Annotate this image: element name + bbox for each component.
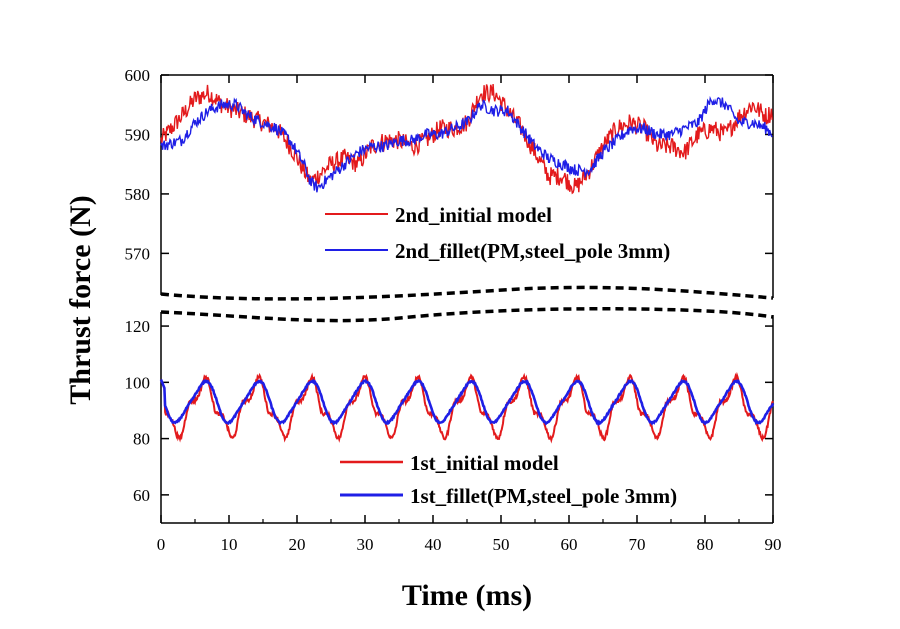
lower-series-group bbox=[159, 371, 775, 444]
x-tick-label: 90 bbox=[765, 535, 782, 554]
axis-break-upper bbox=[160, 285, 774, 301]
y-tick-label: 580 bbox=[125, 185, 151, 204]
y-tick-label: 100 bbox=[125, 373, 151, 392]
y-tick-label: 120 bbox=[125, 317, 151, 336]
x-tick-label: 80 bbox=[697, 535, 714, 554]
legend-label-1st-initial: 1st_initial model bbox=[410, 451, 559, 475]
legend-lower: 1st_initial model 1st_fillet(PM,steel_po… bbox=[340, 451, 677, 508]
legend-label-2nd-fillet: 2nd_fillet(PM,steel_pole 3mm) bbox=[395, 239, 670, 263]
x-tick-label: 50 bbox=[493, 535, 510, 554]
x-tick-label: 30 bbox=[357, 535, 374, 554]
y-tick-label: 590 bbox=[125, 125, 151, 144]
x-tick-label: 40 bbox=[425, 535, 442, 554]
y-axis-title: Thrust force (N) bbox=[64, 195, 97, 404]
ticks-layer: 0 10 20 30 40 50 60 70 80 90 570 580 590 600 60 80 100 12… bbox=[125, 66, 782, 554]
x-tick-label: 70 bbox=[629, 535, 646, 554]
series-1st-fillet bbox=[159, 378, 775, 427]
series-2nd-initial-model bbox=[160, 84, 773, 195]
x-tick-label: 10 bbox=[221, 535, 238, 554]
y-tick-label: 80 bbox=[133, 430, 150, 449]
x-axis-title: Time (ms) bbox=[402, 579, 532, 612]
y-tick-label: 600 bbox=[125, 66, 151, 85]
upper-series-group bbox=[160, 84, 773, 195]
series-2nd-fillet bbox=[160, 95, 773, 193]
x-tick-label: 60 bbox=[561, 535, 578, 554]
x-tick-label: 0 bbox=[157, 535, 166, 554]
y-tick-label: 570 bbox=[125, 244, 151, 263]
x-tick-label: 20 bbox=[289, 535, 306, 554]
legend-label-2nd-initial: 2nd_initial model bbox=[395, 203, 552, 227]
axis-break-lower bbox=[160, 307, 774, 323]
y-tick-label: 60 bbox=[133, 486, 150, 505]
legend-label-1st-fillet: 1st_fillet(PM,steel_pole 3mm) bbox=[410, 484, 677, 508]
legend-upper: 2nd_initial model 2nd_fillet(PM,steel_po… bbox=[325, 203, 670, 263]
